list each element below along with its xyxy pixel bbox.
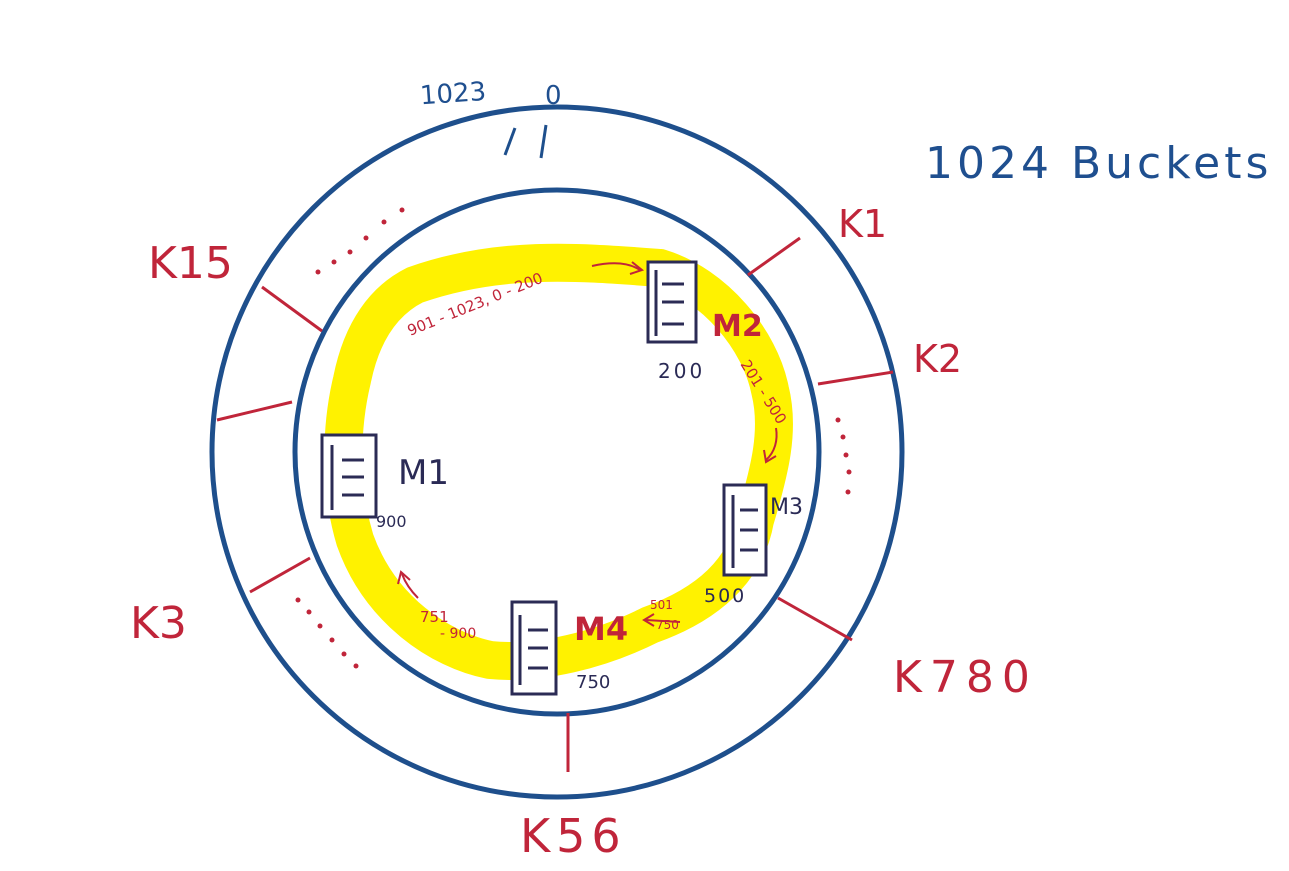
arrow-icon [763, 427, 778, 464]
range-label-m1-top: 751 [420, 608, 449, 626]
ellipsis-dots-bottom-left [295, 597, 359, 669]
machine-label-m4: M4 [574, 610, 628, 648]
key-label-k3: K3 [130, 598, 187, 649]
key-mark-k1 [747, 236, 801, 277]
key-mark-k2 [817, 370, 894, 386]
arrow-icon [642, 613, 681, 627]
bucket-count-label: 1024 Buckets [925, 138, 1272, 189]
key-mark-k15-a [261, 285, 323, 333]
range-label-m4-top: 501 [650, 598, 673, 612]
tick-label-0: 0 [545, 81, 562, 111]
machine-label-m1: M1 [398, 453, 449, 493]
server-m2 [646, 260, 698, 344]
machine-label-m3: M3 [770, 495, 803, 520]
hash-ring-inner [292, 187, 822, 717]
key-label-k2: K2 [913, 337, 962, 381]
key-label-k15: K15 [148, 238, 233, 289]
server-m3 [722, 483, 768, 577]
tick-0 [539, 124, 548, 159]
arrow-icon [591, 261, 645, 275]
machine-position-m2: 200 [658, 359, 705, 383]
key-label-k1: K1 [838, 202, 887, 246]
key-mark-k3 [249, 556, 311, 594]
tick-label-1023: 1023 [419, 77, 487, 112]
tick-1023 [503, 127, 517, 156]
key-mark-k780 [777, 596, 853, 642]
machine-position-m4: 750 [576, 672, 610, 693]
ellipsis-dots-right [835, 417, 852, 495]
arrow-icon [397, 570, 419, 599]
hash-ring-outer [209, 104, 905, 800]
server-m4 [510, 600, 558, 696]
key-mark-k15-b [216, 400, 293, 422]
range-label-m1-bottom: - 900 [440, 626, 476, 642]
server-m1 [320, 433, 378, 519]
key-label-k780: K780 [893, 652, 1038, 703]
machine-position-m1: 900 [376, 512, 407, 531]
key-label-k56: K56 [520, 809, 627, 863]
machine-label-m2: M2 [712, 309, 763, 344]
machine-position-m3: 500 [704, 585, 746, 607]
ellipsis-dots-top-left [315, 207, 405, 275]
